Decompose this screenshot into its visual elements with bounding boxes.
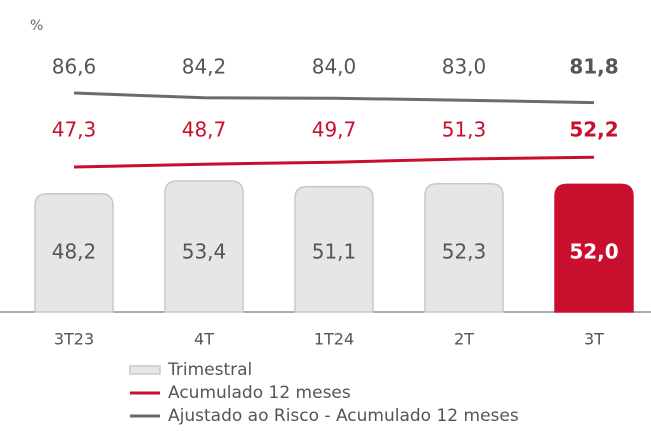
line-value-label: 52,2 xyxy=(569,118,618,142)
bar-value-label: 51,1 xyxy=(312,240,357,264)
legend-swatch xyxy=(129,365,161,375)
x-tick-label: 2T xyxy=(454,330,474,349)
line xyxy=(73,91,595,105)
bar-value-label: 48,2 xyxy=(52,240,97,264)
x-tick-label: 3T xyxy=(584,330,604,349)
line-value-label: 84,0 xyxy=(312,55,357,79)
legend-label: Ajustado ao Risco - Acumulado 12 meses xyxy=(168,406,519,426)
legend-label: Acumulado 12 meses xyxy=(168,383,351,403)
bar xyxy=(554,183,634,313)
bar xyxy=(164,180,244,313)
line-value-label: 83,0 xyxy=(442,55,487,79)
x-tick-label: 3T23 xyxy=(54,330,94,349)
line-value-label: 51,3 xyxy=(442,118,487,142)
line-value-label: 49,7 xyxy=(312,118,357,142)
bar-value-label: 52,0 xyxy=(569,240,618,264)
x-tick-label: 1T24 xyxy=(314,330,354,349)
bar xyxy=(424,182,504,313)
bar-value-label: 53,4 xyxy=(182,240,227,264)
legend-label: Trimestral xyxy=(167,360,252,380)
unit-label: % xyxy=(30,18,43,34)
bar-value-label: 52,3 xyxy=(442,240,487,264)
line-value-label: 84,2 xyxy=(182,55,227,79)
bar xyxy=(34,193,114,313)
line-value-label: 86,6 xyxy=(52,55,97,79)
line-value-label: 48,7 xyxy=(182,118,227,142)
x-tick-label: 4T xyxy=(194,330,214,349)
bar xyxy=(294,185,374,313)
line xyxy=(73,155,595,169)
line-value-label: 47,3 xyxy=(52,118,97,142)
line-value-label: 81,8 xyxy=(569,55,618,79)
